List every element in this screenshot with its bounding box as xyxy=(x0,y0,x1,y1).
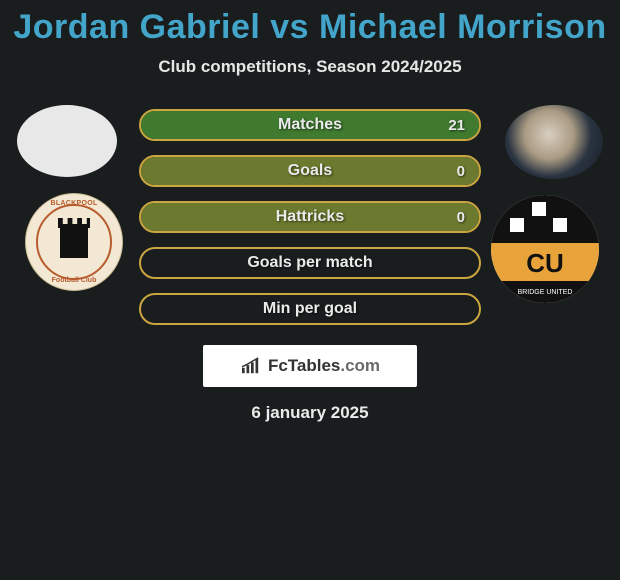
club-left-name-top: BLACKPOOL xyxy=(26,200,122,207)
bar-chart-icon xyxy=(240,357,262,375)
stat-bar-label: Hattricks xyxy=(276,208,344,226)
stat-bar-label: Goals xyxy=(288,162,332,180)
stat-bars: Matches 21 Goals 0 Hattricks 0 Goals per match… xyxy=(139,105,481,325)
stat-bar: Goals 0 xyxy=(139,155,481,187)
comparison-card: Jordan Gabriel vs Michael Morrison Club … xyxy=(0,0,620,423)
brand-badge: FcTables.com xyxy=(203,345,417,387)
club-left-name-bottom: Football Club xyxy=(26,277,122,284)
left-player-column: BLACKPOOL Football Club xyxy=(11,105,121,291)
player-left-photo xyxy=(17,105,117,177)
brand-suffix: .com xyxy=(340,356,380,375)
club-right-name-bottom: BRIDGE UNITED xyxy=(491,281,599,303)
club-left-badge: BLACKPOOL Football Club xyxy=(25,193,123,291)
stat-bar-label: Goals per match xyxy=(247,254,372,272)
player-right-photo xyxy=(505,105,603,179)
soccer-ball-icon xyxy=(491,195,599,249)
stat-bar-label: Min per goal xyxy=(263,300,357,318)
club-right-abbr: CU xyxy=(491,243,599,283)
stat-bar-label: Matches xyxy=(278,116,342,134)
tower-icon xyxy=(60,226,88,258)
stat-bar: Hattricks 0 xyxy=(139,201,481,233)
footer-date: 6 january 2025 xyxy=(0,403,620,423)
right-player-column: CU BRIDGE UNITED xyxy=(499,105,609,303)
subtitle: Club competitions, Season 2024/2025 xyxy=(0,57,620,77)
stat-bar: Goals per match xyxy=(139,247,481,279)
stat-bar: Min per goal xyxy=(139,293,481,325)
club-left-inner xyxy=(36,204,112,280)
comparison-row: BLACKPOOL Football Club Matches21Goals0H… xyxy=(0,105,620,325)
stat-bar: Matches 21 xyxy=(139,109,481,141)
club-right-badge: CU BRIDGE UNITED xyxy=(491,195,599,303)
page-title: Jordan Gabriel vs Michael Morrison xyxy=(0,8,620,47)
stat-bar-value-right: 0 xyxy=(457,209,465,226)
brand-text: FcTables.com xyxy=(268,356,380,376)
brand-name: FcTables xyxy=(268,356,340,375)
stat-bar-value-right: 21 xyxy=(448,117,465,134)
stat-bar-value-right: 0 xyxy=(457,163,465,180)
